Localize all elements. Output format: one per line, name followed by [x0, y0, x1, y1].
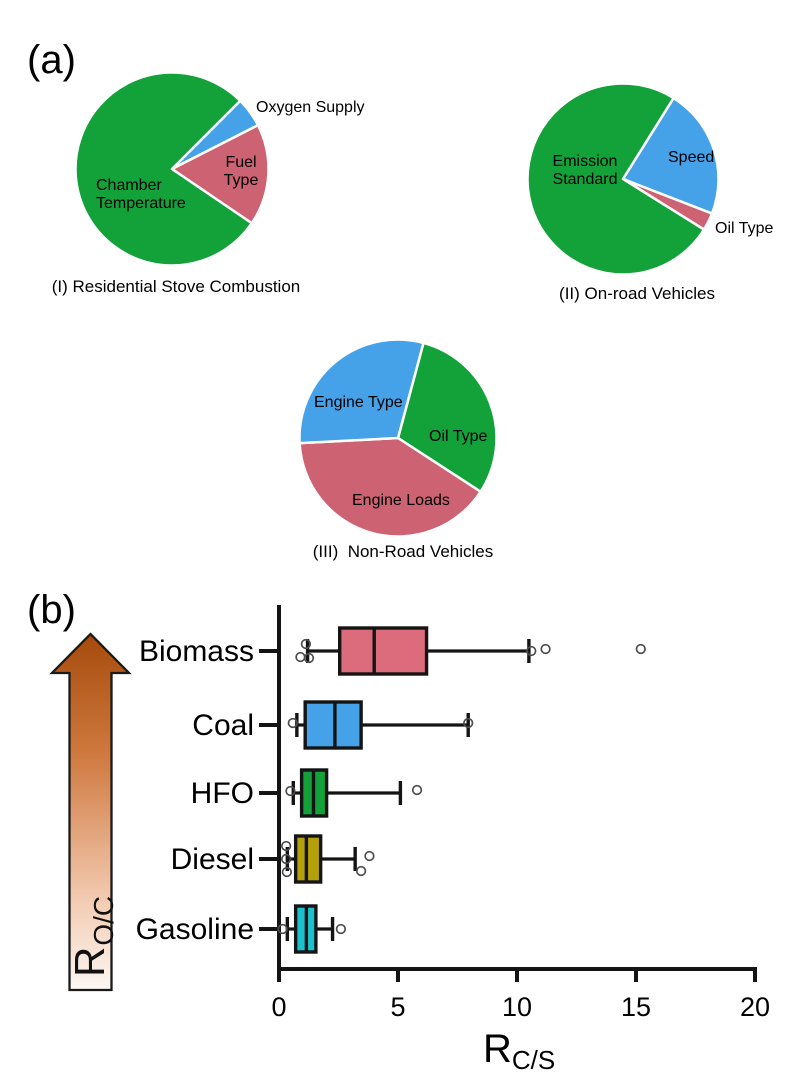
box-row-diesel: Diesel: [171, 834, 375, 884]
outlier-point: [540, 643, 551, 655]
pie-slice-speed: [621, 96, 720, 215]
panel-a-label: (a): [27, 38, 76, 82]
pie3-label-engine-loads: Engine Loads: [352, 492, 450, 509]
x-axis-title-main: R: [483, 1027, 512, 1071]
roc-label-sub: O/C: [88, 896, 119, 946]
outlier-point: [285, 785, 296, 797]
pie-slice-fuel-type: [170, 123, 270, 225]
outlier-point: [281, 866, 293, 878]
roc-gradient-arrow: RO/C: [49, 632, 132, 992]
outlier-point: [463, 717, 474, 729]
box: [303, 700, 363, 750]
outlier-point: [280, 840, 292, 852]
outlier-point: [364, 850, 375, 862]
outlier-point: [280, 853, 292, 865]
pie3-caption: (III) Non-Road Vehicles: [312, 542, 494, 561]
boxplot-rcs-chart: 0 5 10 15 20 RC/S Biomass Coal HFO Diesel Gasoline: [136, 605, 770, 1075]
outlier-point: [300, 638, 312, 650]
box-row-hfo: HFO: [191, 768, 423, 818]
pie-slice-oil-type: [396, 341, 498, 493]
outlier-point: [635, 643, 646, 655]
pie2-label-oil-type: Oil Type: [715, 220, 774, 237]
x-tick-label-15: 15: [621, 992, 651, 1022]
box-row-gasoline: Gasoline: [136, 904, 347, 954]
roc-arrow-label: RO/C: [66, 896, 119, 977]
box: [337, 626, 429, 676]
pie-slice-chamber-temperature: [74, 71, 254, 267]
category-label: Coal: [192, 709, 254, 742]
x-axis-title-sub: C/S: [512, 1045, 555, 1075]
x-tick-label-20: 20: [740, 992, 770, 1022]
outlier-point: [335, 923, 347, 935]
pie-chart-non-road-vehicles: [298, 338, 498, 538]
box-row-coal: Coal: [192, 700, 474, 750]
x-tick-label-10: 10: [502, 992, 532, 1022]
pie1-caption: (I) Residential Stove Combustion: [51, 277, 301, 296]
outlier-point: [277, 923, 288, 935]
x-axis-title: RC/S: [483, 1027, 555, 1075]
box: [293, 834, 323, 884]
up-arrow-shape: [49, 632, 132, 992]
category-label: Gasoline: [136, 913, 254, 946]
pie-slice-engine-loads: [298, 436, 482, 538]
pie3-label-oil-type: Oil Type: [429, 428, 488, 445]
box-row-biomass: Biomass: [139, 626, 646, 676]
pie-chart-on-road-vehicles: [526, 82, 720, 276]
pie2-label-speed: Speed: [668, 149, 715, 166]
outlier-point: [355, 865, 367, 877]
pie1-label-chamber-temperature: Chamber Temperature: [96, 177, 186, 212]
pie2-label-emission-standard: Emission Standard: [552, 153, 618, 188]
pie-slice-engine-type: [298, 338, 425, 445]
outlier-point: [526, 645, 537, 657]
pie1-label-fuel-type: Fuel Type: [223, 154, 259, 189]
pie2-caption: (II) On-road Vehicles: [559, 284, 715, 303]
category-label: Diesel: [171, 843, 254, 876]
pie1-label-oxygen-supply: Oxygen Supply: [256, 99, 365, 116]
category-label: Biomass: [139, 635, 254, 668]
pie3-label-engine-type: Engine Type: [314, 394, 403, 411]
category-label: HFO: [191, 777, 254, 810]
x-tick-label-0: 0: [271, 992, 286, 1022]
outlier-point: [295, 651, 306, 663]
outlier-point: [303, 652, 315, 664]
roc-label-main: R: [66, 947, 113, 977]
outlier-point: [287, 717, 298, 729]
pie-slice-emission-standard: [526, 82, 706, 276]
pie-chart-residential-stove-combustion: [74, 71, 270, 267]
outlier-point: [411, 784, 423, 796]
panel-b-label: (b): [27, 588, 76, 632]
x-tick-label-5: 5: [390, 992, 405, 1022]
